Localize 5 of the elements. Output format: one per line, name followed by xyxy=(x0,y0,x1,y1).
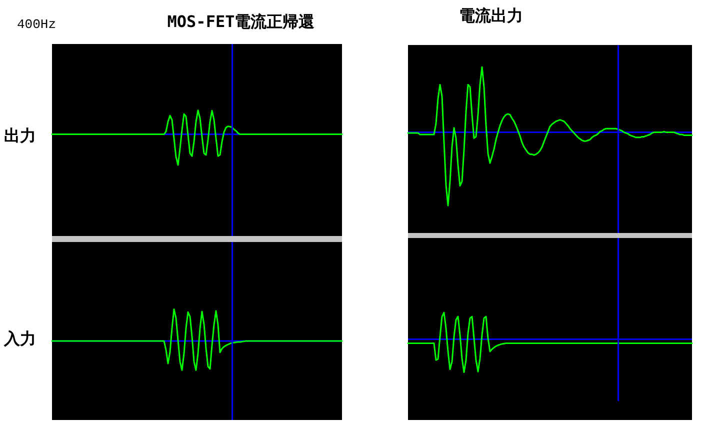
text: 400Hz xyxy=(17,17,56,32)
chart-title: 電流出力 xyxy=(459,6,523,25)
y-axis-title: 入力 xyxy=(3,329,36,348)
y-axis-title: 出力 xyxy=(4,126,36,145)
chart-title: MOS-FET電流正帰還 xyxy=(167,12,315,31)
